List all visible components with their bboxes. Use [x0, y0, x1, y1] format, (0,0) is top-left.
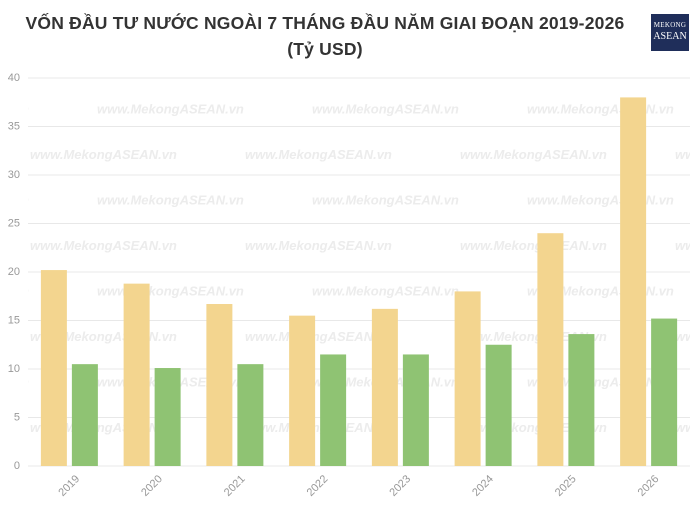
x-tick-label: 2020 [139, 473, 165, 499]
watermark: www.MekongASEAN.vn [312, 192, 459, 207]
watermark: www.MekongASEAN.vn [675, 329, 700, 344]
bar [651, 318, 678, 466]
logo: MEKONG ASEAN [651, 14, 689, 51]
x-tick-label: 2021 [222, 473, 248, 499]
watermarks: www.MekongASEAN.vn www.MekongASEAN.vn www.… [0, 101, 700, 435]
y-tick-label: 40 [8, 72, 20, 84]
bar [154, 368, 181, 466]
bar [320, 354, 347, 466]
watermark: www.MekongASEAN.vn [527, 192, 674, 207]
logo-text: ASEAN [653, 31, 687, 42]
bar [371, 308, 398, 466]
bar [454, 291, 481, 466]
logo-text: MEKONG [653, 21, 687, 29]
bar [537, 233, 564, 466]
watermark: www.MekongASEAN.vn [30, 147, 177, 162]
watermark: www.MekongASEAN.vn [0, 374, 29, 389]
y-tick-label: 25 [8, 217, 20, 229]
y-tick-label: 15 [8, 314, 20, 326]
watermark: www.MekongASEAN.vn [460, 238, 607, 253]
bar [620, 97, 647, 467]
bar [568, 334, 595, 466]
watermark: www.MekongASEAN.vn [245, 238, 392, 253]
watermark: www.MekongASEAN.vn [675, 147, 700, 162]
x-tick-label: 2022 [305, 473, 331, 499]
y-tick-label: 20 [8, 266, 20, 278]
watermark: www.MekongASEAN.vn [460, 147, 607, 162]
bar [237, 364, 264, 466]
bar [123, 283, 150, 466]
watermark: www.MekongASEAN.vn [245, 329, 392, 344]
watermark: www.MekongASEAN.vn [97, 192, 244, 207]
y-tick-label: 10 [8, 363, 20, 375]
bar [402, 354, 429, 466]
watermark: www.MekongASEAN.vn [675, 238, 700, 253]
x-tick-label: 2024 [470, 473, 496, 499]
x-tick-label: 2023 [387, 473, 413, 499]
watermark: www.MekongASEAN.vn [312, 283, 459, 298]
bar [206, 304, 233, 466]
y-tick-label: 5 [14, 411, 20, 423]
x-tick-label: 2026 [636, 473, 662, 499]
watermark: www.MekongASEAN.vn [527, 101, 674, 116]
chart-title: VỐN ĐẦU TƯ NƯỚC NGOÀI 7 THÁNG ĐẦU NĂM GI… [25, 13, 625, 59]
watermark: www.MekongASEAN.vn [245, 420, 392, 435]
y-tick-label: 30 [8, 169, 20, 181]
bar [71, 364, 98, 466]
y-tick-label: 35 [8, 120, 20, 132]
y-tick-label: 0 [14, 460, 20, 472]
x-tick-label: 2025 [553, 473, 579, 499]
watermark: www.MekongASEAN.vn [97, 283, 244, 298]
watermark: www.MekongASEAN.vn [312, 101, 459, 116]
watermark: www.MekongASEAN.vn [245, 147, 392, 162]
bar [485, 344, 512, 466]
watermark: www.MekongASEAN.vn [0, 101, 29, 116]
watermark: www.MekongASEAN.vn [30, 238, 177, 253]
watermark: www.MekongASEAN.vn [0, 283, 29, 298]
watermark: www.MekongASEAN.vn [97, 101, 244, 116]
watermark: www.MekongASEAN.vn [0, 192, 29, 207]
watermark: www.MekongASEAN.vn [675, 420, 700, 435]
x-tick-label: 2019 [56, 473, 82, 499]
bar [40, 270, 67, 466]
bar [289, 315, 316, 466]
